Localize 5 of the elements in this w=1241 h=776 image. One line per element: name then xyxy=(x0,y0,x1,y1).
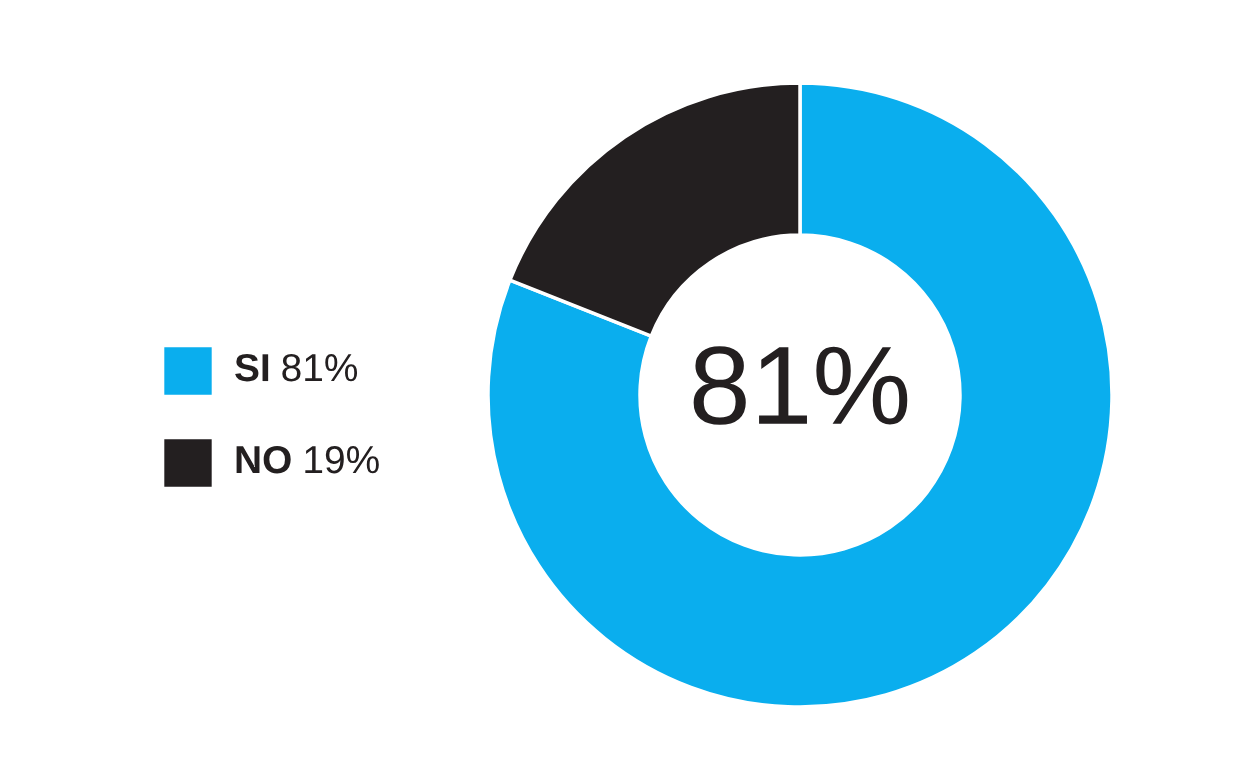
data-label: 81% xyxy=(282,353,358,382)
legend-label: NO xyxy=(236,445,291,474)
legend-label: SI xyxy=(235,353,269,382)
text: 81% xyxy=(693,346,908,425)
data-label: 19% xyxy=(305,445,379,474)
